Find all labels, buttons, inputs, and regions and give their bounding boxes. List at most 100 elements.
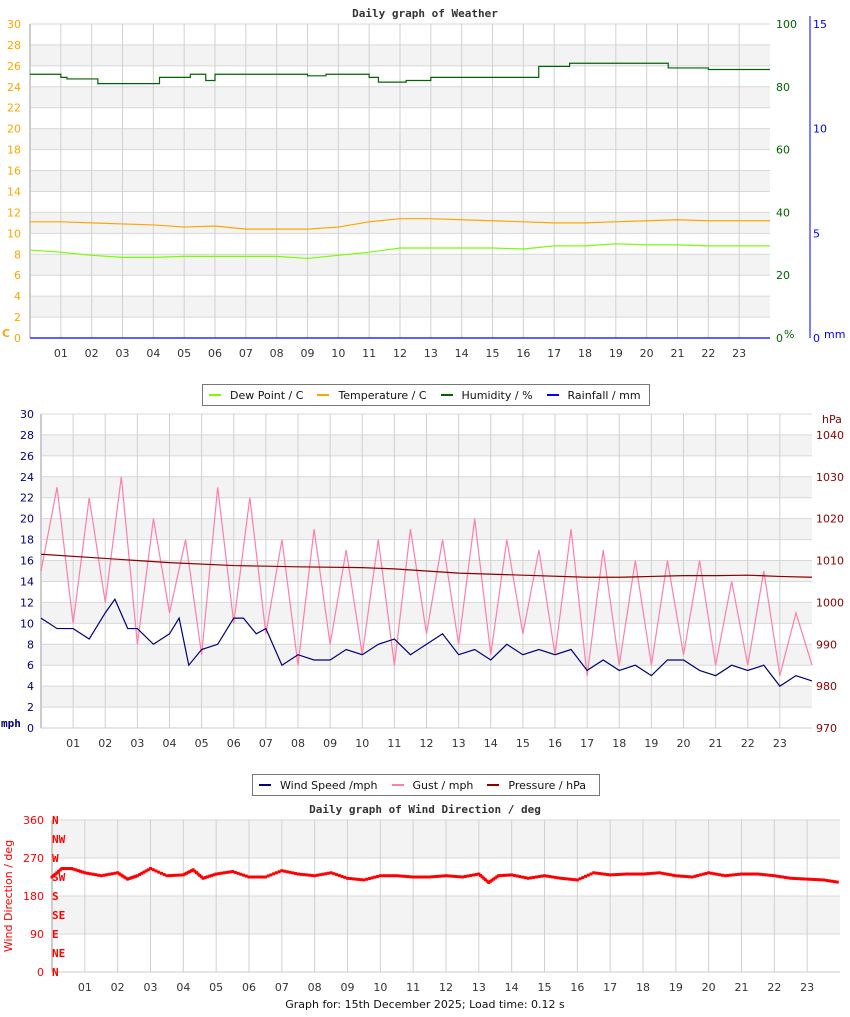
direction-point (800, 877, 804, 881)
direction-point (198, 873, 202, 877)
direction-point (646, 872, 650, 876)
direction-point (671, 873, 675, 877)
x-tick-label: 07 (275, 981, 289, 994)
direction-point (274, 871, 278, 875)
legend-label: Wind Speed /mph (280, 778, 378, 792)
x-tick-label: 13 (452, 737, 466, 750)
compass-label: N (52, 814, 59, 827)
direction-point (625, 872, 629, 876)
direction-point (310, 873, 314, 877)
x-tick-label: 13 (472, 981, 486, 994)
direction-point (567, 877, 571, 881)
direction-point (70, 867, 74, 871)
x-tick-label: 09 (341, 981, 355, 994)
y-tick-left: 24 (20, 471, 34, 484)
x-tick-label: 08 (308, 981, 322, 994)
direction-point (261, 875, 265, 879)
y-tick-humidity: 20 (776, 269, 790, 282)
legend-label: Temperature / C (338, 388, 427, 402)
direction-point (387, 874, 391, 878)
legend-swatch (440, 394, 453, 396)
direction-point (551, 875, 555, 879)
direction-point (578, 877, 582, 881)
direction-point (127, 877, 131, 881)
direction-point (444, 874, 448, 878)
direction-point (523, 876, 527, 880)
direction-point (603, 872, 607, 876)
y-tick-left: 4 (14, 290, 21, 303)
direction-point (808, 877, 812, 881)
direction-point (179, 873, 183, 877)
direction-point (767, 873, 771, 877)
direction-point (480, 875, 484, 879)
direction-point (835, 880, 839, 884)
direction-point (162, 873, 166, 877)
direction-point (280, 869, 284, 873)
direction-point (559, 876, 563, 880)
direction-point (277, 870, 281, 874)
direction-point (370, 876, 374, 880)
direction-point (373, 875, 377, 879)
x-tick-label: 05 (209, 981, 223, 994)
direction-point (348, 877, 352, 881)
y-tick-left: 30 (20, 408, 34, 421)
direction-point (679, 874, 683, 878)
y-unit-left: C (2, 327, 10, 340)
direction-point (638, 872, 642, 876)
x-tick-label: 10 (331, 347, 345, 360)
direction-point (157, 870, 161, 874)
direction-point (750, 872, 754, 876)
direction-point (217, 872, 221, 876)
legend-temperature: Temperature / C (317, 388, 427, 402)
direction-point (641, 872, 645, 876)
direction-point (50, 875, 54, 879)
y-tick-left: 18 (20, 534, 34, 547)
direction-point (304, 873, 308, 877)
direction-point (233, 870, 237, 874)
direction-point (622, 872, 626, 876)
direction-point (515, 874, 519, 878)
direction-point (194, 871, 198, 875)
x-tick-label: 05 (195, 737, 209, 750)
legend-gust: Gust / mph (391, 779, 473, 792)
x-tick-label: 07 (259, 737, 273, 750)
x-tick-label: 17 (603, 981, 617, 994)
direction-point (335, 873, 339, 877)
direction-point (487, 880, 491, 884)
direction-point (252, 875, 256, 879)
chart-title: Daily graph of Weather (352, 7, 498, 20)
x-tick-label: 12 (439, 981, 453, 994)
y-tick-left: 2 (27, 701, 34, 714)
direction-point (124, 876, 128, 880)
direction-point (529, 876, 533, 880)
direction-point (83, 871, 87, 875)
y-tick-left: 22 (7, 102, 21, 115)
direction-point (786, 876, 790, 880)
direction-point (400, 874, 404, 878)
x-tick-label: 14 (455, 347, 469, 360)
legend-swatch (391, 784, 404, 786)
direction-point (121, 874, 125, 878)
x-tick-label: 16 (548, 737, 562, 750)
y-tick-left: 20 (20, 513, 34, 526)
direction-point (337, 874, 341, 878)
direction-point (466, 874, 470, 878)
x-tick-label: 01 (78, 981, 92, 994)
direction-point (346, 876, 349, 880)
x-tick-label: 20 (640, 347, 654, 360)
x-tick-label: 06 (242, 981, 256, 994)
direction-point (411, 875, 415, 879)
direction-point (452, 874, 456, 878)
direction-point (389, 874, 393, 878)
series-line-0 (29, 243, 770, 260)
direction-point (474, 873, 478, 877)
direction-point (231, 870, 235, 874)
direction-point (296, 872, 300, 876)
direction-point (688, 875, 692, 879)
direction-point (753, 872, 757, 876)
direction-point (488, 879, 492, 883)
direction-point (140, 871, 144, 875)
direction-point (165, 874, 169, 878)
x-tick-label: 21 (671, 347, 685, 360)
